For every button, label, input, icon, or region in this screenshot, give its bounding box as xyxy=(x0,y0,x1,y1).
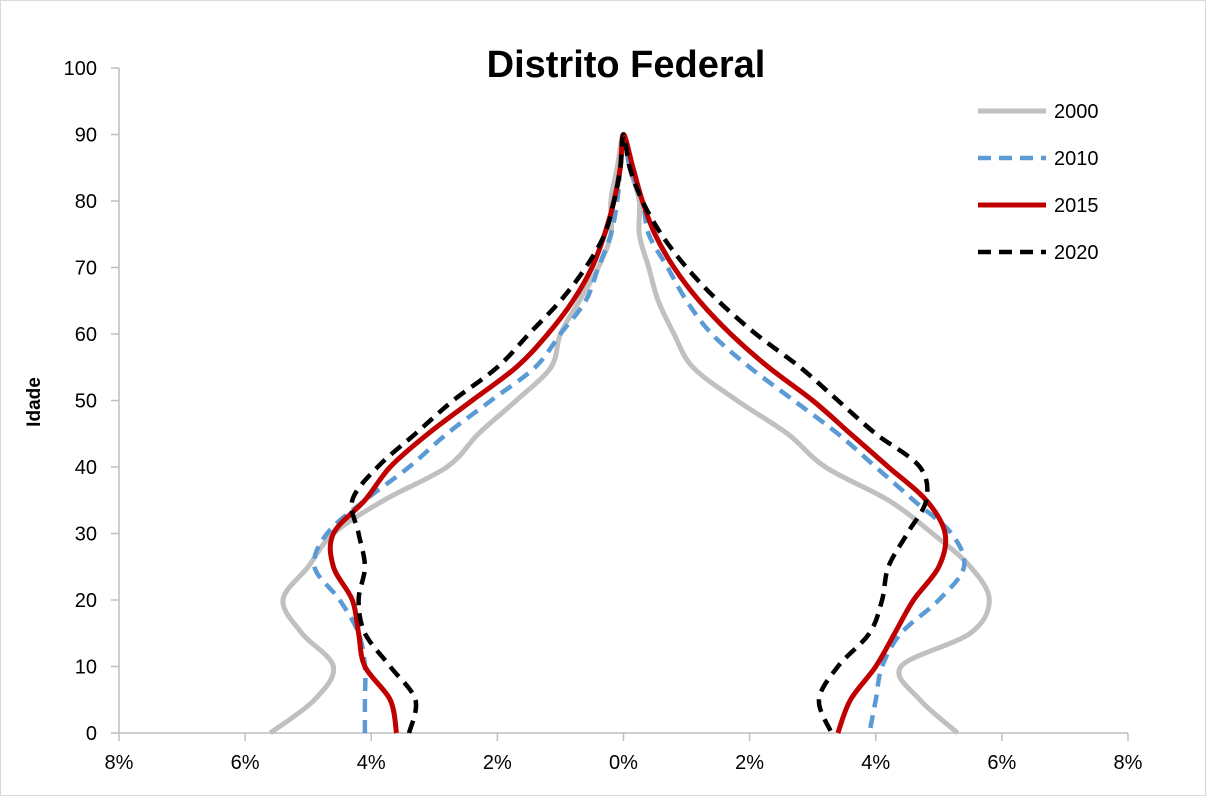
x-tick-label: 4% xyxy=(357,752,386,774)
y-ticks: 0 10 20 30 40 50 60 70 80 90 100 xyxy=(64,58,119,745)
y-tick-label: 90 xyxy=(75,125,97,147)
x-tick-label: 2% xyxy=(735,752,764,774)
legend-label-2020: 2020 xyxy=(1054,242,1099,264)
series-line-2020 xyxy=(349,132,930,734)
legend-label-2010: 2010 xyxy=(1054,148,1099,170)
chart-title: Distrito Federal xyxy=(487,44,766,86)
legend-label-2015: 2015 xyxy=(1054,195,1099,217)
series-line-2000 xyxy=(268,132,992,736)
y-tick-label: 100 xyxy=(64,58,97,80)
x-tick-label: 8% xyxy=(1114,752,1143,774)
legend-label-2000: 2000 xyxy=(1054,101,1099,123)
x-tick-label: 6% xyxy=(231,752,260,774)
y-axis-label: Idade xyxy=(24,377,45,427)
y-tick-label: 30 xyxy=(75,524,97,546)
y-tick-label: 70 xyxy=(75,258,97,280)
y-tick-label: 0 xyxy=(86,723,97,745)
x-tick-label: 2% xyxy=(483,752,512,774)
legend: 2000 2010 2015 2020 xyxy=(978,101,1099,264)
x-tick-label: 8% xyxy=(105,752,134,774)
x-tick-label: 0% xyxy=(609,752,638,774)
y-tick-label: 40 xyxy=(75,457,97,479)
y-tick-label: 80 xyxy=(75,191,97,213)
x-tick-label: 6% xyxy=(987,752,1016,774)
y-tick-label: 20 xyxy=(75,590,97,612)
y-tick-label: 50 xyxy=(75,391,97,413)
y-tick-label: 60 xyxy=(75,324,97,346)
y-tick-label: 10 xyxy=(75,657,97,679)
series-layer xyxy=(268,132,992,736)
x-ticks: 8% 6% 4% 2% 0% 2% 4% 6% 8% xyxy=(105,733,1143,774)
x-tick-label: 4% xyxy=(861,752,890,774)
